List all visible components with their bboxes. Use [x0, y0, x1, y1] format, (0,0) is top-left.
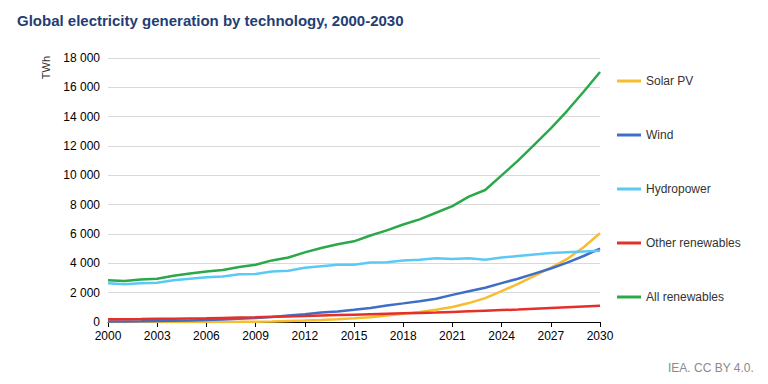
- svg-text:2006: 2006: [193, 329, 220, 343]
- svg-text:2000: 2000: [95, 329, 122, 343]
- svg-text:TWh: TWh: [40, 56, 52, 79]
- svg-text:16 000: 16 000: [63, 80, 100, 94]
- svg-text:2030: 2030: [587, 329, 614, 343]
- svg-text:2015: 2015: [341, 329, 368, 343]
- svg-text:18 000: 18 000: [63, 51, 100, 65]
- svg-text:2012: 2012: [291, 329, 318, 343]
- svg-text:12 000: 12 000: [63, 139, 100, 153]
- svg-text:8 000: 8 000: [70, 198, 100, 212]
- svg-text:4 000: 4 000: [70, 256, 100, 270]
- svg-text:10 000: 10 000: [63, 168, 100, 182]
- svg-text:2018: 2018: [390, 329, 417, 343]
- svg-text:6 000: 6 000: [70, 227, 100, 241]
- svg-text:All renewables: All renewables: [646, 290, 724, 304]
- svg-text:2003: 2003: [144, 329, 171, 343]
- svg-text:Global electricity generation: Global electricity generation by technol…: [17, 12, 404, 29]
- svg-text:0: 0: [93, 315, 100, 329]
- svg-text:Hydropower: Hydropower: [646, 182, 711, 196]
- svg-text:2024: 2024: [488, 329, 515, 343]
- svg-text:2021: 2021: [439, 329, 466, 343]
- svg-text:2027: 2027: [537, 329, 564, 343]
- svg-text:14 000: 14 000: [63, 110, 100, 124]
- svg-text:Other renewables: Other renewables: [646, 236, 741, 250]
- svg-text:Wind: Wind: [646, 128, 673, 142]
- svg-text:2 000: 2 000: [70, 286, 100, 300]
- svg-text:IEA. CC BY 4.0.: IEA. CC BY 4.0.: [668, 361, 754, 375]
- svg-text:2009: 2009: [242, 329, 269, 343]
- svg-text:Solar PV: Solar PV: [646, 74, 693, 88]
